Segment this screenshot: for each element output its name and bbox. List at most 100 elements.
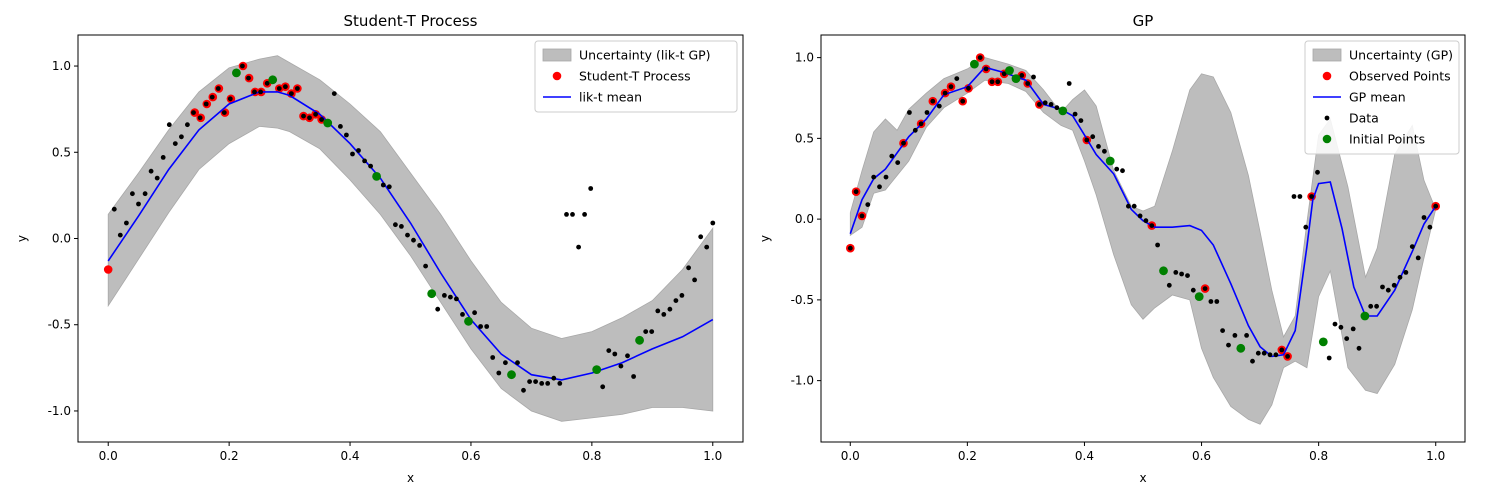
data-point (649, 329, 655, 334)
legend: Uncertainty (lik-t GP) Student-T Process l… (534, 40, 738, 113)
data-point (191, 110, 196, 115)
chart-student-t-process: 0.0 0.2 0.4 0.6 0.8 1.0 -1.0 -0.5 0.0 0.5 1.0 Stude… (15, 12, 744, 485)
x-tick-label: 0.0 (99, 449, 118, 463)
data-point (570, 212, 575, 217)
data-point (679, 293, 685, 298)
data-point (1415, 255, 1421, 261)
data-point (289, 91, 294, 96)
data-point (478, 324, 483, 329)
chart-gp: 0.0 0.2 0.4 0.6 0.8 1.0 -1.0 -0.5 0.0 0.5 1.0 GP x y U… (758, 12, 1466, 485)
data-point (154, 175, 160, 181)
data-point (686, 265, 691, 271)
initial-point (635, 335, 644, 345)
uncertainty-band (107, 55, 714, 422)
data-point (1385, 287, 1391, 293)
data-point (1303, 224, 1309, 230)
data-point (995, 79, 1001, 85)
data-point (258, 89, 263, 95)
data-point (1374, 303, 1379, 309)
data-point (417, 243, 422, 248)
x-tick-label: 0.4 (1075, 449, 1094, 463)
y-tick-label: 0.5 (795, 131, 814, 145)
data-point (1433, 203, 1439, 209)
data-point (356, 148, 361, 153)
data-point (533, 379, 538, 384)
y-axis-label: y (15, 235, 29, 242)
data-point (582, 212, 587, 217)
data-point (117, 232, 123, 238)
x-axis-label: x (407, 471, 414, 485)
x-tick-label: 0.4 (340, 449, 359, 463)
data-point (643, 329, 649, 334)
data-point (1220, 328, 1225, 333)
data-point (496, 370, 502, 376)
initial-point (507, 370, 516, 380)
data-point (1326, 355, 1332, 361)
data-point (1255, 350, 1261, 356)
data-point (1279, 347, 1285, 353)
legend-label: lik-t mean (579, 90, 642, 105)
data-point (1137, 213, 1143, 219)
observed-point (103, 265, 113, 274)
legend-label: GP mean (1349, 90, 1406, 105)
x-tick-label: 0.6 (1192, 449, 1211, 463)
legend-box (534, 40, 738, 113)
data-point (1031, 74, 1036, 80)
data-point (1297, 194, 1303, 199)
data-point (930, 98, 936, 104)
legend-label: Data (1349, 111, 1379, 126)
legend-label: Observed Points (1349, 69, 1451, 84)
x-tick-label: 0.0 (841, 449, 860, 463)
data-point (227, 96, 233, 102)
data-point (983, 66, 989, 72)
y-axis-label: y (758, 235, 772, 242)
data-point (490, 355, 496, 360)
data-point (1315, 169, 1320, 175)
y-tick-label: -1.0 (791, 374, 814, 388)
data-point (1143, 218, 1149, 224)
data-point (631, 374, 636, 379)
data-point (124, 220, 129, 226)
data-point (966, 85, 971, 91)
data-point (936, 103, 942, 109)
initial-point (1318, 337, 1328, 347)
data-point (1332, 321, 1338, 327)
data-point (1397, 274, 1403, 280)
data-point (1403, 270, 1409, 275)
data-point (883, 174, 889, 180)
data-point (1096, 144, 1101, 149)
data-point (386, 184, 392, 190)
data-point (871, 174, 877, 180)
data-point (1166, 282, 1172, 288)
x-tick-label: 1.0 (1426, 449, 1445, 463)
data-point (1019, 73, 1025, 78)
data-point (847, 245, 853, 251)
data-point (865, 202, 871, 208)
initial-point (427, 289, 437, 299)
data-point (1226, 342, 1231, 348)
data-point (907, 110, 912, 115)
data-point (1309, 194, 1314, 199)
data-point (1250, 358, 1255, 364)
data-point (1232, 333, 1238, 338)
data-point (545, 381, 551, 386)
data-point (1273, 352, 1279, 358)
data-point (606, 348, 612, 353)
data-point (1261, 350, 1267, 356)
data-point (448, 294, 453, 300)
data-point (527, 379, 532, 384)
data-point (380, 182, 386, 188)
data-point (618, 363, 624, 369)
data-point (221, 110, 227, 115)
data-point (338, 124, 343, 129)
data-point (1214, 299, 1220, 304)
initial-point (1105, 156, 1115, 166)
data-point (503, 360, 508, 366)
data-point (423, 263, 428, 269)
legend-label: Uncertainty (GP) (1349, 48, 1453, 63)
initial-point (268, 75, 278, 85)
data-point (710, 220, 716, 226)
y-tick-label: 0.0 (795, 212, 814, 226)
data-point (307, 115, 312, 121)
legend-box (1304, 40, 1460, 155)
